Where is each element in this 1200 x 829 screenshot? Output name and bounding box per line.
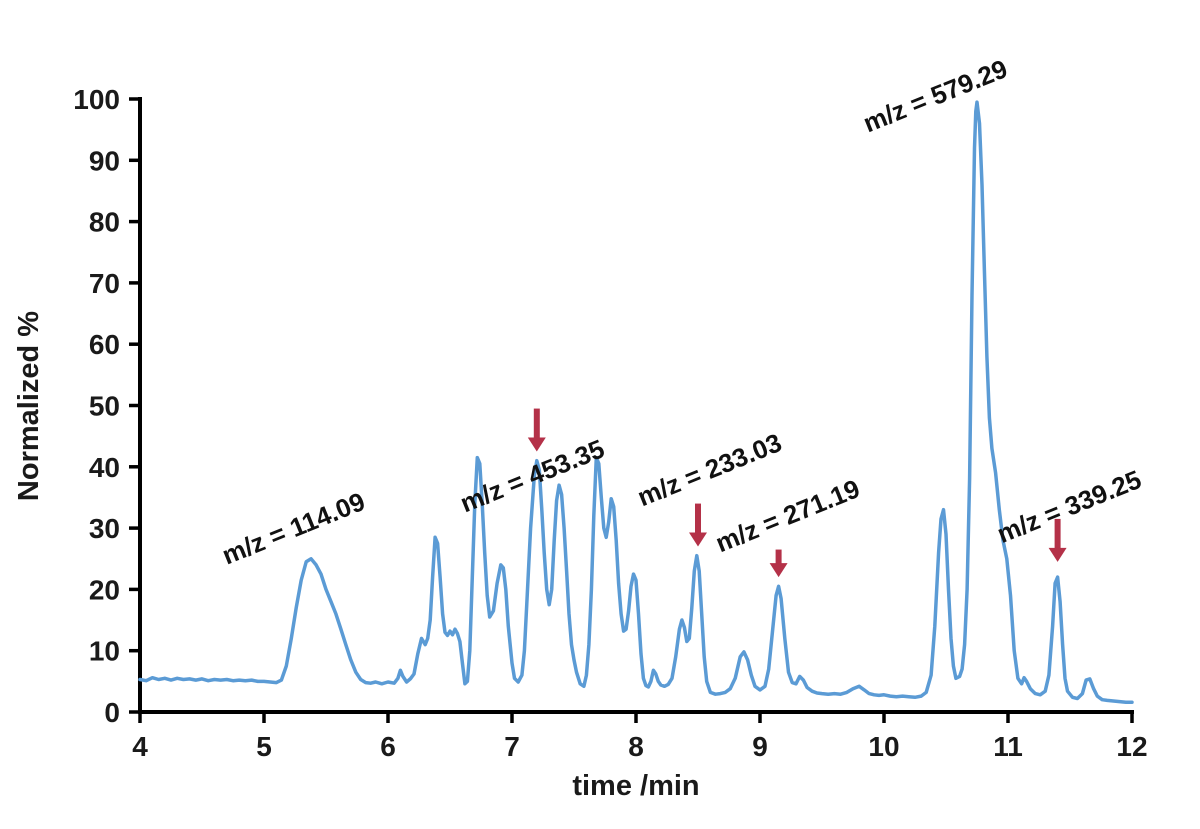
y-tick-label: 70 <box>89 268 120 299</box>
peak-annotation: m/z = 339.25 <box>993 464 1146 549</box>
y-tick-label: 0 <box>104 697 120 728</box>
x-tick-label: 5 <box>256 731 272 762</box>
y-tick-label: 60 <box>89 329 120 360</box>
x-axis-title: time /min <box>572 770 699 802</box>
x-tick-label: 10 <box>868 731 899 762</box>
peak-down-arrowhead-icon <box>1048 547 1067 562</box>
plot-area: 4 5 6 7 8 9 10 11 12 0 10 20 30 40 50 60 70 80 90 100 m/z = … <box>73 53 1147 762</box>
y-tick-label: 30 <box>89 513 120 544</box>
chromatogram-trace <box>138 100 1134 704</box>
x-tick-label: 11 <box>993 731 1023 762</box>
y-axis-title: Normalized % <box>13 311 45 501</box>
x-tick-label: 9 <box>752 731 768 762</box>
y-tick-label: 100 <box>73 84 120 115</box>
x-tick-label: 4 <box>132 731 148 762</box>
peak-annotation: m/z = 271.19 <box>711 473 864 558</box>
peak-annotation: m/z = 114.09 <box>218 486 369 570</box>
y-tick-label: 20 <box>89 574 120 605</box>
peak-annotation: m/z = 579.29 <box>859 53 1012 138</box>
peak-down-arrowhead-icon <box>769 563 788 578</box>
x-tick-label: 8 <box>628 731 644 762</box>
peak-down-arrowhead-icon <box>689 532 707 547</box>
y-tick-label: 90 <box>89 145 120 176</box>
x-tick-label: 7 <box>504 731 520 762</box>
x-tick-label: 12 <box>1116 731 1147 762</box>
y-tick-label: 50 <box>89 391 120 422</box>
peak-down-arrowhead-icon <box>527 437 546 452</box>
y-tick-label: 80 <box>89 207 120 238</box>
y-tick-label: 40 <box>89 452 120 483</box>
x-tick-label: 6 <box>380 731 396 762</box>
y-tick-label: 10 <box>89 636 120 667</box>
peak-annotation: m/z = 233.03 <box>633 427 786 512</box>
